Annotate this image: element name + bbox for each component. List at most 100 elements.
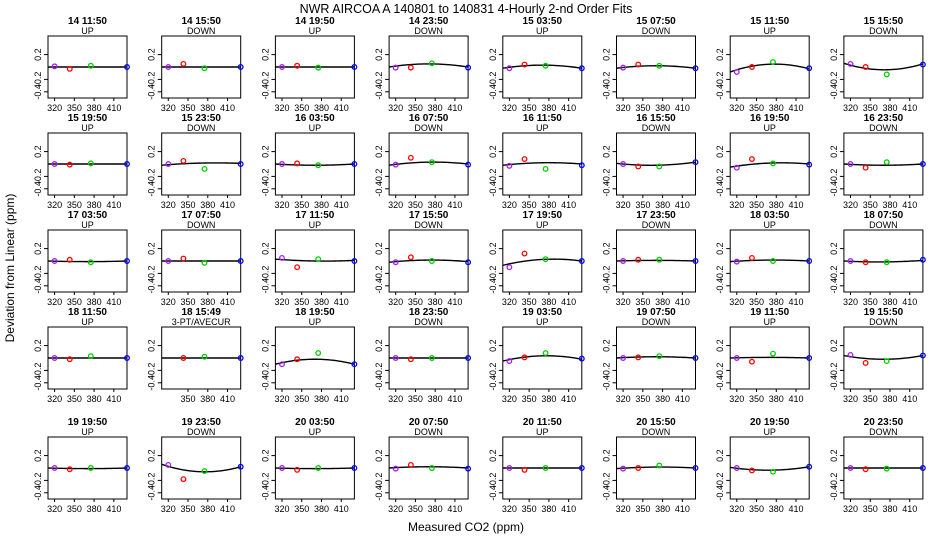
- panel-subtitle: 3-PT/AVECUR: [172, 317, 231, 327]
- y-tick-label: 0.2: [374, 339, 384, 352]
- y-tick-label: -0.4: [374, 84, 384, 100]
- y-tick-label: 0.2: [260, 339, 270, 352]
- panel-title: 15 11:50: [750, 16, 789, 27]
- x-tick-label: 410: [334, 200, 349, 210]
- data-point: [862, 164, 869, 171]
- panel-subtitle: UP: [81, 317, 94, 327]
- data-point: [279, 161, 285, 167]
- panel-subtitle: UP: [81, 123, 94, 133]
- panel-title: 14 23:50: [409, 16, 449, 27]
- x-tick-label: 380: [882, 103, 897, 113]
- x-tick-label: 320: [274, 297, 289, 307]
- data-point: [748, 358, 755, 365]
- data-point: [87, 160, 94, 167]
- data-point: [656, 163, 663, 170]
- y-tick-label: 0.2: [374, 449, 384, 462]
- panel-title: 18 03:50: [750, 210, 790, 221]
- panel-title: 17 19:50: [523, 210, 563, 221]
- data-point: [428, 258, 435, 264]
- data-point: [351, 361, 358, 368]
- x-tick-label: 350: [181, 504, 196, 514]
- data-point: [919, 256, 926, 263]
- y-tick-label: 0.2: [33, 48, 43, 61]
- x-tick-label: 380: [769, 394, 784, 404]
- data-point: [748, 467, 755, 474]
- data-point: [578, 162, 585, 169]
- data-point: [294, 356, 301, 363]
- data-point: [506, 465, 513, 471]
- data-point: [506, 358, 513, 365]
- x-tick-label: 410: [561, 103, 576, 113]
- x-tick-label: 380: [769, 103, 784, 113]
- x-tick-label: 350: [408, 504, 423, 514]
- x-tick-label: 350: [635, 394, 650, 404]
- data-point: [578, 465, 585, 471]
- data-point: [770, 258, 776, 264]
- x-tick-label: 350: [635, 297, 650, 307]
- x-tick-label: 380: [541, 504, 556, 514]
- panel-frame: [502, 229, 583, 293]
- x-tick-label: 380: [87, 297, 102, 307]
- panel-title: 16 19:50: [750, 113, 790, 124]
- fit-curve: [275, 163, 355, 166]
- data-point: [883, 465, 890, 472]
- x-tick-label: 350: [294, 394, 309, 404]
- data-point: [392, 259, 399, 266]
- x-tick-label: 350: [522, 394, 537, 404]
- data-point: [465, 64, 472, 71]
- x-tick-label: 410: [902, 200, 917, 210]
- data-point: [733, 355, 740, 361]
- x-tick-label: 320: [616, 103, 631, 113]
- panel-title: 16 03:50: [295, 113, 335, 124]
- y-tick-label: -0.4: [147, 485, 157, 501]
- x-tick-label: 410: [675, 103, 690, 113]
- data-point: [51, 355, 58, 361]
- y-tick-label: 0.2: [260, 145, 270, 158]
- panel-frame: [502, 35, 583, 99]
- panel-title: 15 15:50: [864, 16, 904, 27]
- y-tick-label: -0.2: [715, 169, 725, 185]
- panel-subtitle: UP: [536, 26, 549, 36]
- y-tick-label: 0.2: [715, 242, 725, 255]
- fit-curve: [616, 65, 696, 69]
- data-point: [919, 161, 926, 167]
- fit-curve: [161, 162, 241, 166]
- panel-subtitle: UP: [536, 427, 549, 437]
- data-point: [542, 256, 549, 263]
- x-tick-label: 410: [106, 103, 121, 113]
- fit-curve: [502, 64, 582, 69]
- y-tick-label: -0.2: [147, 169, 157, 185]
- x-tick-label: 320: [843, 297, 858, 307]
- x-tick-label: 410: [447, 297, 462, 307]
- y-tick-label: -0.4: [374, 485, 384, 501]
- x-tick-label: 350: [863, 394, 878, 404]
- x-tick-label: 410: [902, 297, 917, 307]
- panel-title: 19 11:50: [750, 307, 789, 318]
- panel-title: 16 15:50: [636, 113, 676, 124]
- x-tick-label: 350: [522, 297, 537, 307]
- data-point: [294, 264, 301, 271]
- x-tick-label: 320: [388, 200, 403, 210]
- y-tick-label: 0.2: [829, 242, 839, 255]
- x-tick-label: 380: [314, 200, 329, 210]
- data-point: [620, 64, 627, 71]
- panel-subtitle: DOWN: [187, 427, 216, 437]
- data-point: [237, 161, 244, 167]
- data-point: [620, 355, 627, 361]
- y-tick-label: -0.4: [602, 84, 612, 100]
- x-tick-label: 320: [274, 504, 289, 514]
- y-tick-label: -0.4: [602, 375, 612, 391]
- x-tick-label: 320: [161, 103, 176, 113]
- panel-subtitle: UP: [81, 26, 94, 36]
- y-tick-label: -0.2: [147, 363, 157, 379]
- panel-frame: [616, 35, 696, 99]
